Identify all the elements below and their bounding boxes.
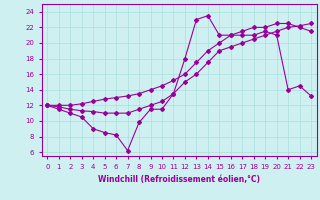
X-axis label: Windchill (Refroidissement éolien,°C): Windchill (Refroidissement éolien,°C) — [98, 175, 260, 184]
